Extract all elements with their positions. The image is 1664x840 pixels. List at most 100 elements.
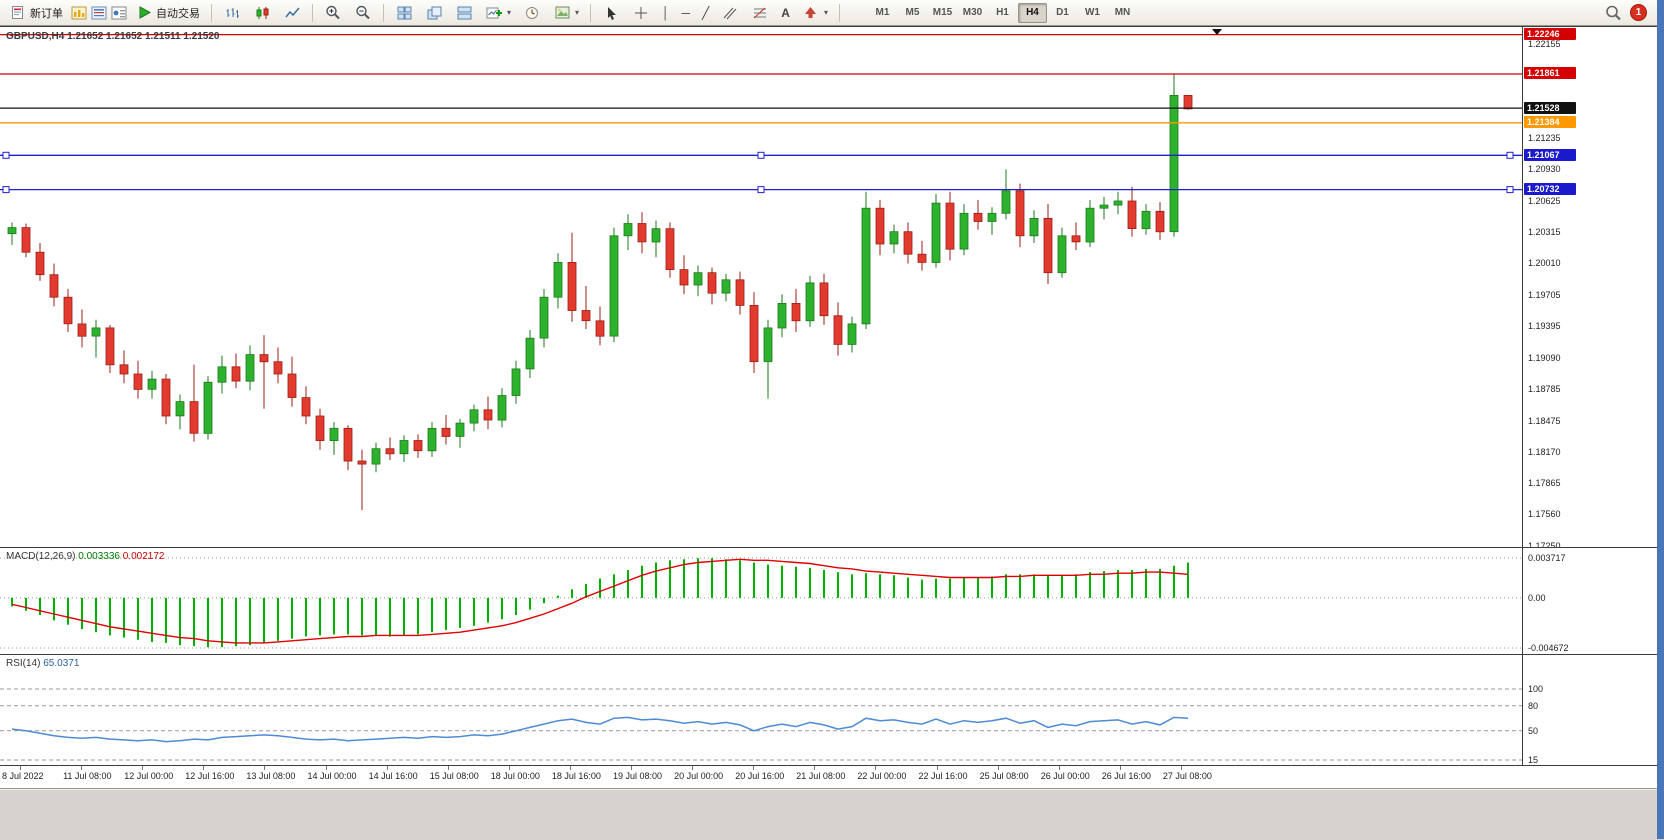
time-tick <box>447 766 449 770</box>
time-label: 22 Jul 16:00 <box>918 771 968 781</box>
candlestick-chart-canvas[interactable] <box>0 27 1522 547</box>
timeframe-button-M15[interactable]: M15 <box>932 6 953 18</box>
timeframe-button-MN[interactable]: MN <box>1114 6 1131 18</box>
macd-main-value: 0.003336 <box>78 551 120 562</box>
template-icon <box>553 4 571 22</box>
price-axis[interactable]: 1.22155 1.21235 1.20930 1.20625 1.20315 1.200… <box>1522 27 1657 551</box>
price-axis-label: 1.17865 <box>1528 478 1561 489</box>
time-tick <box>936 766 938 770</box>
charts-icon[interactable] <box>70 4 88 22</box>
timeframe-button-D1[interactable]: D1 <box>1056 6 1069 18</box>
price-axis-label: 1.20930 <box>1528 164 1561 175</box>
macd-scale-label: 0.00 <box>1528 592 1546 603</box>
search-icon[interactable] <box>1604 4 1622 22</box>
cascade-windows-button[interactable] <box>420 3 448 23</box>
rsi-chart-canvas[interactable] <box>0 655 1522 765</box>
macd-indicator-pane: 0.003717 0.00 -0.004672 MACD(12,26,9) 0.00… <box>0 547 1657 654</box>
time-label: 20 Jul 16:00 <box>735 771 785 781</box>
price-axis-label: 1.20625 <box>1528 195 1561 206</box>
fibonacci-tool-button[interactable] <box>746 3 774 23</box>
macd-chart-canvas[interactable] <box>0 548 1522 654</box>
time-label: 15 Jul 08:00 <box>429 771 479 781</box>
cursor-tool-button[interactable] <box>597 3 625 23</box>
window-edge <box>1657 0 1664 839</box>
timeframe-button-M30[interactable]: M30 <box>962 6 983 18</box>
price-badge-1.21384: 1.21384 <box>1524 116 1576 129</box>
hline-handle[interactable] <box>2 151 10 159</box>
trendline-icon: ╱ <box>702 5 710 20</box>
time-label: 8 Jul 2022 <box>2 771 44 781</box>
candles-group <box>7 74 1193 511</box>
line-chart-button[interactable] <box>278 3 306 23</box>
time-tick <box>875 766 877 770</box>
crosshair-tool-button[interactable] <box>627 3 655 23</box>
chart-shift-marker[interactable] <box>1212 29 1222 35</box>
time-label: 27 Jul 08:00 <box>1162 771 1212 781</box>
main-chart-pane: 1.22155 1.21235 1.20930 1.20625 1.20315 1.200… <box>0 26 1657 551</box>
text-tool-button[interactable]: A <box>776 3 795 23</box>
macd-signal-value: 0.002172 <box>122 551 165 562</box>
time-tick <box>264 766 266 770</box>
price-axis-label: 1.19705 <box>1528 289 1561 300</box>
market-watch-icon[interactable] <box>90 4 108 22</box>
hline-handle[interactable] <box>757 151 765 159</box>
arrows-tool-button[interactable]: ▾ <box>797 3 833 23</box>
notification-badge[interactable]: 1 <box>1630 4 1647 21</box>
price-axis-label: 1.17560 <box>1528 509 1561 520</box>
hline-handle[interactable] <box>2 186 10 194</box>
timeframe-button-M1[interactable]: M1 <box>875 6 890 18</box>
rsi-scale-label: 50 <box>1528 725 1539 736</box>
new-order-icon <box>9 4 27 22</box>
macd-label: MACD(12,26,9) 0.003336 0.002172 <box>6 551 164 562</box>
trendline-tool-button[interactable]: ╱ <box>697 3 714 23</box>
toolbar-separator <box>838 3 840 22</box>
time-label: 14 Jul 00:00 <box>307 771 357 781</box>
refresh-clock-button[interactable] <box>518 3 546 23</box>
rsi-name: RSI(14) <box>6 658 41 669</box>
time-tick <box>997 766 999 770</box>
timeframe-button-H4[interactable]: H4 <box>1017 2 1047 23</box>
autotrade-button[interactable]: 自动交易 <box>130 3 205 23</box>
channel-tool-button[interactable] <box>716 3 744 23</box>
toolbar-right-group: 1 <box>1604 4 1653 22</box>
bar-chart-button[interactable] <box>218 3 246 23</box>
autotrade-label: 自动交易 <box>156 7 200 20</box>
arrange-windows-button[interactable] <box>450 3 478 23</box>
price-badge-1.22246: 1.22246 <box>1524 28 1576 41</box>
new-order-button[interactable]: 新订单 <box>4 3 68 23</box>
bar-chart-icon <box>223 4 241 22</box>
zoom-out-button[interactable] <box>349 3 377 23</box>
rsi-indicator-pane: 100 80 50 15 RSI(14) 65.0371 <box>0 654 1657 765</box>
time-tick <box>1119 766 1121 770</box>
chart-title: GBPUSD,H4 1.21652 1.21652 1.21511 1.2152… <box>6 31 220 42</box>
rsi-line <box>11 716 1189 743</box>
hline-handle[interactable] <box>1506 151 1514 159</box>
data-window-icon[interactable] <box>110 4 128 22</box>
zoom-in-button[interactable] <box>319 3 347 23</box>
main-toolbar: 新订单 自动交易 ▾ <box>0 0 1657 26</box>
horizontal-line-tool-button[interactable]: ─ <box>677 3 696 23</box>
time-label: 20 Jul 00:00 <box>674 771 724 781</box>
clock-icon <box>523 4 541 22</box>
candlestick-button[interactable] <box>248 3 276 23</box>
timeframe-button-W1[interactable]: W1 <box>1084 6 1100 18</box>
time-axis[interactable]: 8 Jul 2022 11 Jul 08:00 12 Jul 00:00 12 Jul… <box>0 765 1657 788</box>
vertical-line-tool-button[interactable]: │ <box>657 3 675 23</box>
timeframe-button-M5[interactable]: M5 <box>905 6 920 18</box>
time-tick <box>142 766 144 770</box>
hline-handle[interactable] <box>1506 186 1514 194</box>
time-label: 11 Jul 08:00 <box>63 771 112 781</box>
tile-windows-button[interactable] <box>390 3 418 23</box>
zoom-out-icon <box>354 4 372 22</box>
text-icon: A <box>781 5 790 20</box>
autotrade-play-icon <box>135 4 153 22</box>
time-label: 26 Jul 16:00 <box>1101 771 1151 781</box>
time-tick <box>81 766 83 770</box>
new-chart-button[interactable]: ▾ <box>480 3 516 23</box>
time-tick <box>1180 766 1182 770</box>
timeframe-button-H1[interactable]: H1 <box>996 6 1009 18</box>
zoom-in-icon <box>324 4 342 22</box>
hline-handle[interactable] <box>757 186 765 194</box>
template-button[interactable]: ▾ <box>548 3 584 23</box>
time-label: 12 Jul 16:00 <box>185 771 235 781</box>
